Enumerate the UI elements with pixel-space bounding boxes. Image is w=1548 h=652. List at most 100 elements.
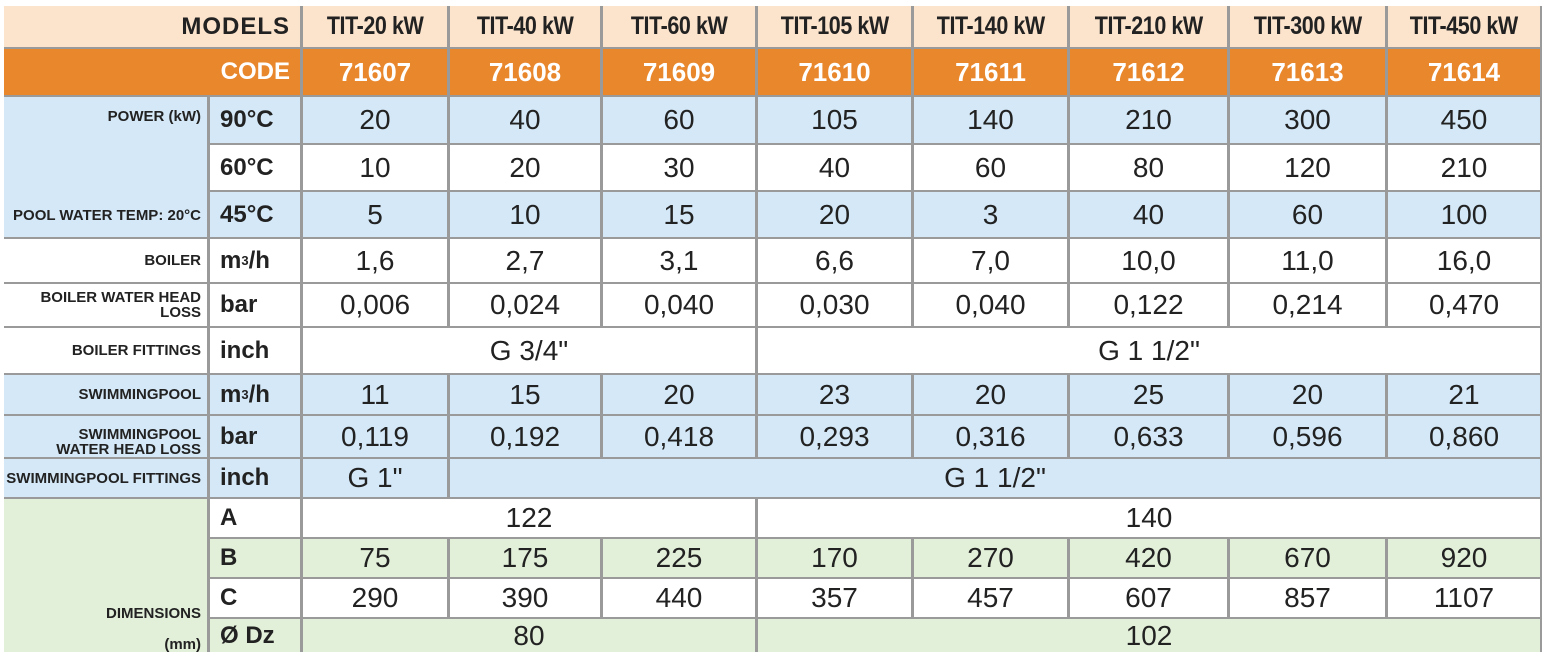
table-cell: 30 <box>603 145 755 190</box>
table-cell: 0,633 <box>1070 416 1227 457</box>
table-cell: 0,470 <box>1388 284 1540 326</box>
table-cell: 0,860 <box>1388 416 1540 457</box>
table-cell: 7,0 <box>914 239 1067 282</box>
unit-inch: inch <box>210 328 300 373</box>
model-header: TIT-450 kW <box>1409 12 1519 41</box>
code-cell: 71609 <box>603 49 755 95</box>
boiler-head-loss-label: BOILER WATER HEAD LOSS <box>4 284 207 326</box>
table-cell: 20 <box>914 375 1067 414</box>
table-cell: 0,030 <box>758 284 911 326</box>
unit-inch: inch <box>210 459 300 497</box>
table-cell: 175 <box>450 539 600 577</box>
table-cell: 20 <box>450 145 600 190</box>
unit-bar: bar <box>210 284 300 326</box>
table-cell: 0,024 <box>450 284 600 326</box>
table-cell: 11,0 <box>1230 239 1385 282</box>
table-cell: 0,192 <box>450 416 600 457</box>
table-cell: 3,1 <box>603 239 755 282</box>
dimensions-label: DIMENSIONS <box>105 605 201 622</box>
unit-b: B <box>210 539 300 577</box>
code-cell: 71613 <box>1230 49 1385 95</box>
spec-sheet: MODELS TIT-20 kW TIT-40 kW TIT-60 kW TIT… <box>4 6 1542 652</box>
table-cell: 210 <box>1388 145 1540 190</box>
code-cell: 71610 <box>758 49 911 95</box>
table-cell: 1,6 <box>303 239 447 282</box>
table-cell: 10,0 <box>1070 239 1227 282</box>
table-cell: 0,293 <box>758 416 911 457</box>
table-cell: 23 <box>758 375 911 414</box>
table-cell: 210 <box>1070 97 1227 143</box>
table-cell: 0,214 <box>1230 284 1385 326</box>
model-header: TIT-20 kW <box>326 12 424 41</box>
boiler-fittings-label: BOILER FITTINGS <box>4 328 207 373</box>
table-cell: 420 <box>1070 539 1227 577</box>
models-label: MODELS <box>4 6 300 47</box>
code-cell: 71608 <box>450 49 600 95</box>
table-cell: 2,7 <box>450 239 600 282</box>
table-cell-merged: G 1" <box>303 459 447 497</box>
pool-water-temp-label: POOL WATER TEMP: 20°C <box>13 207 201 224</box>
table-cell: 20 <box>758 192 911 237</box>
table-cell: 1107 <box>1388 579 1540 617</box>
unit-m3h: m 3/h <box>210 375 300 414</box>
table-cell: 357 <box>758 579 911 617</box>
table-cell: 440 <box>603 579 755 617</box>
unit-45c: 45°C <box>210 192 300 237</box>
table-cell: 857 <box>1230 579 1385 617</box>
table-cell: 10 <box>303 145 447 190</box>
table-cell: 15 <box>603 192 755 237</box>
table-cell: 0,119 <box>303 416 447 457</box>
table-cell-merged: 140 <box>758 499 1540 537</box>
power-label-cell: POWER (kW) POOL WATER TEMP: 20°C <box>4 97 207 237</box>
unit-m3h: m 3/h <box>210 239 300 282</box>
unit-a: A <box>210 499 300 537</box>
table-cell: 100 <box>1388 192 1540 237</box>
model-header: TIT-105 kW <box>780 12 889 41</box>
swimmingpool-head-loss-label: SWIMMINGPOOL WATER HEAD LOSS <box>4 416 207 457</box>
table-cell: 20 <box>1230 375 1385 414</box>
table-cell: 60 <box>914 145 1067 190</box>
table-cell: 670 <box>1230 539 1385 577</box>
unit-dz: Ø Dz <box>210 619 300 652</box>
code-cell: 71614 <box>1388 49 1540 95</box>
table-cell: 457 <box>914 579 1067 617</box>
spec-table: MODELS TIT-20 kW TIT-40 kW TIT-60 kW TIT… <box>4 6 1542 652</box>
table-cell: 225 <box>603 539 755 577</box>
table-cell-merged: 80 <box>303 619 755 652</box>
table-cell: 75 <box>303 539 447 577</box>
table-cell: 290 <box>303 579 447 617</box>
table-cell: 0,040 <box>603 284 755 326</box>
code-cell: 71611 <box>914 49 1067 95</box>
table-cell: 120 <box>1230 145 1385 190</box>
table-cell: 16,0 <box>1388 239 1540 282</box>
model-header: TIT-60 kW <box>630 12 728 41</box>
table-cell: 0,596 <box>1230 416 1385 457</box>
table-cell: 80 <box>1070 145 1227 190</box>
table-cell: 6,6 <box>758 239 911 282</box>
table-cell: 170 <box>758 539 911 577</box>
boiler-label: BOILER <box>4 239 207 282</box>
table-cell: 0,122 <box>1070 284 1227 326</box>
table-cell: 450 <box>1388 97 1540 143</box>
table-cell: 0,316 <box>914 416 1067 457</box>
table-cell: 40 <box>1070 192 1227 237</box>
table-cell: 60 <box>603 97 755 143</box>
table-cell: 60 <box>1230 192 1385 237</box>
code-cell: 71612 <box>1070 49 1227 95</box>
table-cell: 0,418 <box>603 416 755 457</box>
swimmingpool-label: SWIMMINGPOOL <box>4 375 207 414</box>
table-cell-merged: G 3/4" <box>303 328 755 373</box>
table-cell: 105 <box>758 97 911 143</box>
table-cell: 25 <box>1070 375 1227 414</box>
table-cell-merged: 122 <box>303 499 755 537</box>
code-cell: 71607 <box>303 49 447 95</box>
unit-c: C <box>210 579 300 617</box>
model-header: TIT-40 kW <box>476 12 574 41</box>
table-cell: 3 <box>914 192 1067 237</box>
swimmingpool-fittings-label: SWIMMINGPOOL FITTINGS <box>4 459 207 497</box>
table-cell-merged: G 1 1/2" <box>450 459 1540 497</box>
dimensions-unit-label: (mm) <box>164 636 201 652</box>
table-cell-merged: G 1 1/2" <box>758 328 1540 373</box>
table-cell: 10 <box>450 192 600 237</box>
table-cell: 0,006 <box>303 284 447 326</box>
